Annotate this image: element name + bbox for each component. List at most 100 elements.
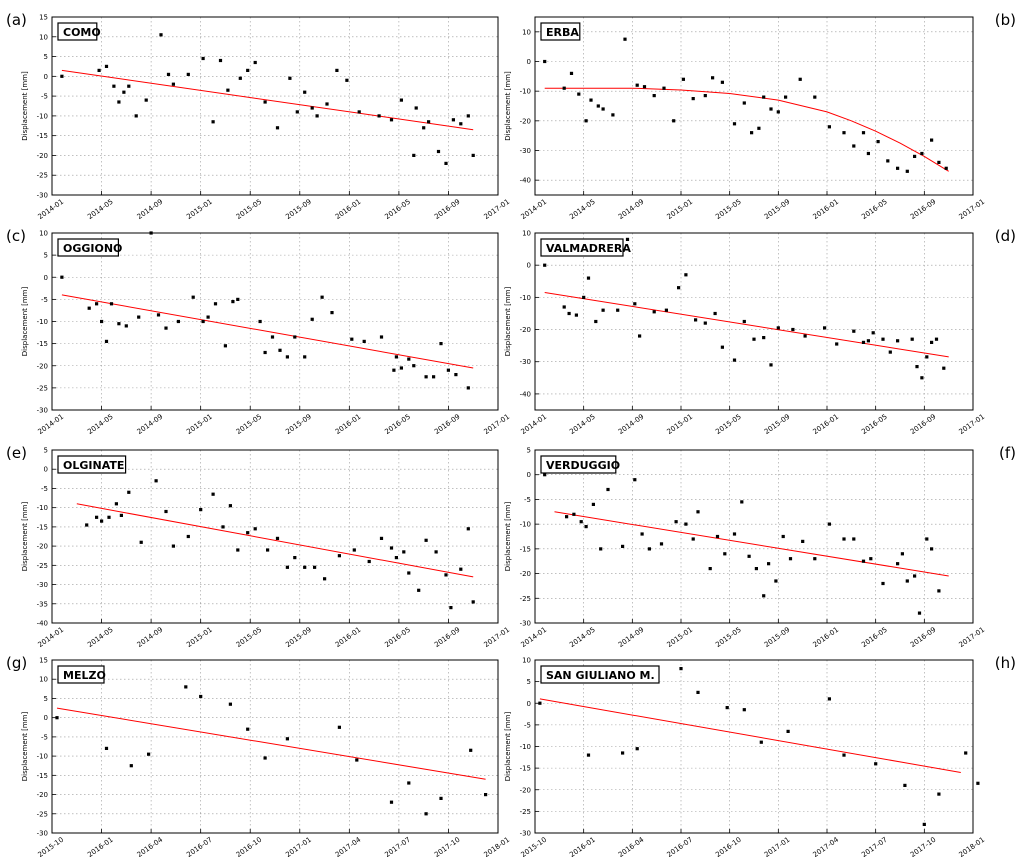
data-point	[427, 120, 431, 124]
data-point	[124, 324, 128, 328]
data-point	[263, 100, 267, 104]
data-point	[466, 114, 470, 118]
y-tick-label: -5	[41, 485, 48, 493]
data-point	[325, 102, 329, 106]
trend-line	[539, 698, 961, 773]
data-point	[742, 708, 746, 712]
data-point	[647, 547, 651, 551]
trend-line	[544, 292, 949, 358]
x-tick-label: 2016-05	[383, 626, 412, 649]
y-tick-label: -30	[520, 358, 531, 366]
station-label: SAN GIULIANO M.	[546, 669, 655, 682]
x-tick-label: 2016-04	[136, 835, 165, 857]
data-point	[652, 94, 656, 98]
data-point	[310, 106, 314, 110]
panel-0: -30 -25 -20 -15 -10 -5 0 5 10 15 2014-01 2014-05 201…	[6, 11, 511, 221]
data-point	[275, 126, 280, 130]
data-point	[154, 479, 158, 483]
data-point	[144, 98, 148, 102]
y-axis-label: Displacement [mm]	[504, 712, 512, 782]
data-point	[584, 525, 588, 529]
data-point	[715, 534, 720, 539]
data-point	[910, 337, 914, 341]
data-point	[355, 758, 359, 762]
data-point	[638, 334, 642, 338]
data-point	[337, 725, 341, 729]
data-point	[484, 793, 488, 797]
data-point	[191, 295, 195, 299]
plot-frame	[51, 232, 499, 411]
data-point	[238, 76, 242, 80]
x-tick-label: 2017-10	[433, 836, 462, 857]
data-point	[253, 527, 257, 531]
data-point	[352, 548, 356, 552]
data-point	[166, 72, 171, 76]
data-point	[774, 579, 778, 583]
y-tick-label: -20	[520, 786, 531, 794]
x-tick-label: 2017-01	[284, 836, 313, 857]
data-point	[861, 131, 866, 135]
data-point	[633, 302, 637, 306]
x-tick-label: 2014-09	[617, 626, 646, 649]
data-point	[582, 295, 586, 299]
x-tick-label: 2017-01	[958, 413, 987, 436]
data-point	[861, 559, 866, 563]
x-tick-label: 2014-05	[568, 198, 597, 221]
data-point	[285, 737, 289, 741]
x-tick-label: 2016-09	[909, 413, 938, 436]
station-label-box	[540, 238, 624, 257]
trend-line	[61, 69, 474, 131]
data-point	[226, 88, 230, 92]
data-point	[696, 690, 700, 694]
data-point	[596, 104, 600, 108]
data-point	[422, 126, 426, 130]
data-point	[711, 76, 715, 80]
x-tick-label: 2016-01	[812, 626, 841, 649]
data-point	[747, 554, 751, 558]
x-tick-label: 2015-05	[714, 198, 743, 221]
y-tick-label: -30	[520, 620, 531, 628]
data-point	[159, 33, 163, 37]
data-point	[412, 364, 416, 368]
data-point	[313, 565, 317, 569]
data-point	[221, 525, 225, 529]
y-tick-label: -5	[524, 496, 531, 504]
data-point	[350, 337, 354, 341]
data-point	[896, 562, 900, 566]
y-axis-label: Displacement [mm]	[21, 502, 29, 572]
y-tick-label: -20	[37, 362, 48, 370]
data-point	[917, 611, 922, 615]
data-point	[942, 366, 946, 370]
y-tick-label: -30	[37, 192, 48, 200]
data-point	[199, 694, 203, 699]
y-tick-label: 0	[527, 58, 531, 66]
y-tick-label: 10	[522, 657, 531, 665]
data-point	[147, 752, 151, 756]
panel-6: -30 -25 -20 -15 -10 -5 0 5 10 15 2015-10 2016-01 201…	[6, 654, 511, 857]
x-tick-label: 2016-04	[617, 835, 646, 857]
data-point	[925, 537, 929, 541]
data-point	[186, 72, 190, 76]
data-point	[732, 122, 737, 126]
data-point	[696, 510, 700, 514]
data-point	[211, 492, 215, 496]
data-point	[827, 125, 831, 129]
x-tick-label: 2017-01	[483, 198, 512, 221]
data-point	[87, 306, 91, 310]
plot-frame	[51, 659, 499, 834]
data-point	[937, 589, 941, 593]
y-tick-label: -40	[520, 390, 531, 398]
data-point	[543, 263, 547, 267]
data-point	[886, 159, 890, 163]
station-label-box	[57, 455, 127, 474]
data-point	[842, 537, 846, 541]
data-point	[320, 295, 324, 299]
data-point	[572, 512, 576, 516]
data-point	[119, 513, 123, 517]
data-point	[407, 357, 411, 361]
data-point	[725, 706, 729, 710]
station-label: OLGINATE	[63, 459, 124, 472]
data-point	[798, 77, 802, 81]
data-point	[471, 600, 475, 604]
